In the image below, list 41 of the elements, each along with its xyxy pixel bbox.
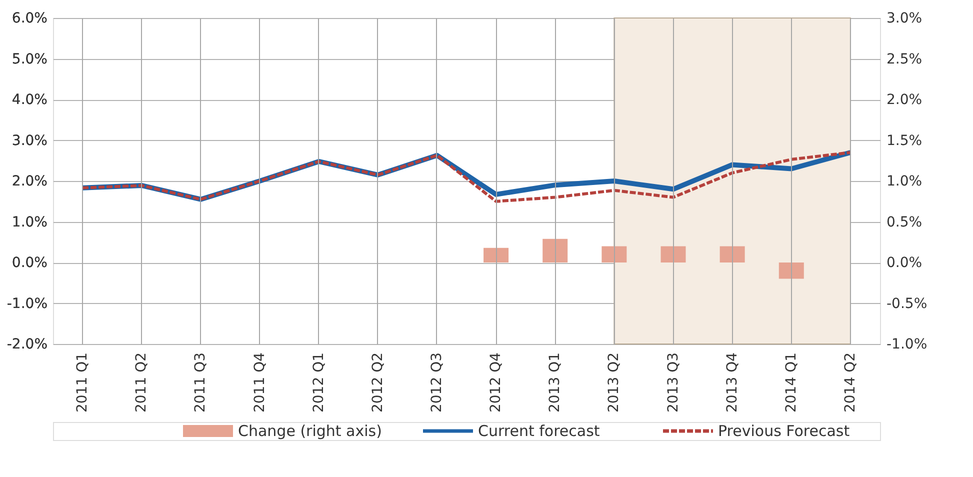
x-tick-label: 2011 Q4 (252, 352, 268, 413)
bar (602, 246, 627, 262)
x-tick-label: 2013 Q1 (547, 352, 564, 413)
y-tick-label: -2.0% (6, 336, 48, 352)
x-tick-label: 2011 Q2 (134, 352, 150, 413)
x-tick-label: 2012 Q1 (310, 352, 327, 413)
y2-tick-label: 0.5% (886, 214, 922, 230)
y-tick-label: 4.0% (12, 92, 48, 108)
y2-tick-label: -1.0% (886, 336, 928, 352)
x-tick-label: 2013 Q4 (724, 352, 740, 413)
y-tick-label: 2.0% (12, 174, 48, 190)
x-tick-label: 2011 Q3 (192, 352, 209, 413)
y2-tick-label: 2.5% (886, 51, 922, 68)
x-tick-label: 2014 Q1 (783, 352, 800, 413)
legend-label: Previous Forecast (718, 422, 850, 440)
x-tick-label: 2011 Q1 (74, 352, 91, 413)
bar (542, 238, 568, 262)
bar (660, 246, 686, 262)
y-tick-label: -1.0% (6, 296, 48, 312)
x-tick-label: 2013 Q2 (606, 352, 622, 413)
legend-label: Current forecast (478, 422, 600, 440)
x-tick-label: 2012 Q2 (370, 352, 386, 413)
x-tick-label: 2012 Q3 (428, 352, 445, 413)
y2-tick-label: 1.0% (886, 174, 922, 190)
y-tick-label: 1.0% (12, 214, 48, 230)
y2-tick-label: 2.0% (886, 92, 922, 108)
x-tick-label: 2014 Q2 (842, 352, 858, 413)
bar (720, 246, 745, 262)
bar (778, 262, 804, 279)
y2-tick-label: 3.0% (886, 10, 922, 26)
legend-label: Change (right axis) (238, 422, 382, 440)
bar (484, 248, 509, 262)
y2-tick-label: 1.5% (886, 132, 922, 149)
y-tick-label: 3.0% (12, 132, 48, 149)
x-tick-label: 2013 Q3 (665, 352, 682, 413)
y2-tick-label: 0.0% (886, 255, 922, 271)
y-tick-label: 0.0% (12, 255, 48, 271)
y-tick-label: 6.0% (12, 10, 48, 26)
y-tick-label: 5.0% (12, 51, 48, 68)
x-tick-label: 2012 Q4 (488, 352, 504, 413)
y2-tick-label: -0.5% (886, 296, 928, 312)
